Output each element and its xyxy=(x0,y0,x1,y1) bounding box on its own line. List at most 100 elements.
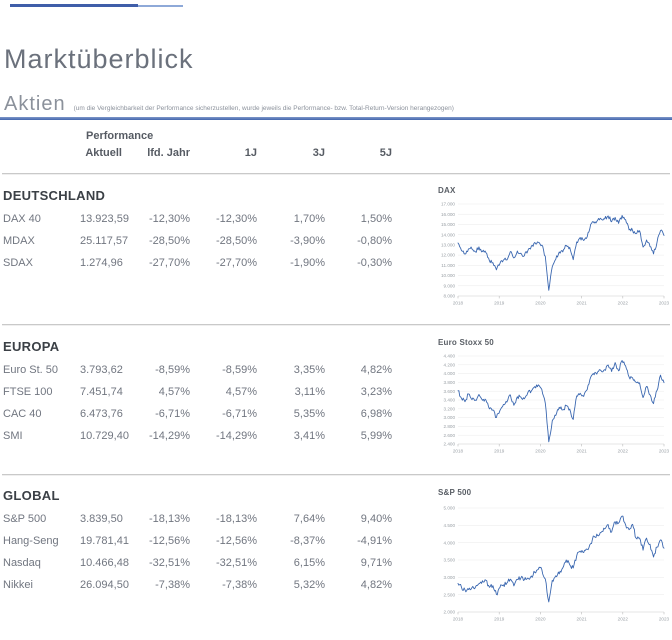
value-cell: 26.094,50 xyxy=(80,579,129,591)
performance-group-header: Performance xyxy=(86,130,154,142)
section-title: EUROPA xyxy=(3,339,60,354)
value-cell: 4,82% xyxy=(360,579,392,591)
x-axis-label: 2023 xyxy=(659,617,670,622)
index-name: SDAX xyxy=(3,257,33,269)
x-axis-label: 2019 xyxy=(494,449,505,454)
value-cell: -0,80% xyxy=(357,235,392,247)
x-axis-label: 2022 xyxy=(618,301,629,306)
value-cell: -14,29% xyxy=(216,430,257,442)
x-axis-label: 2018 xyxy=(453,449,464,454)
table-row: Nasdaq 10.466,48 -32,51% -32,51% 6,15% 9,71% xyxy=(3,552,395,574)
table-section-deutschland: DEUTSCHLAND DAX 40 13.923,59 -12,30% -12,30%… xyxy=(3,188,395,274)
table-row: SDAX 1.274,96 -27,70% -27,70% -1,90% -0,30% xyxy=(3,252,395,274)
table-section-europa: EUROPA Euro St. 50 3.793,62 -8,59% -8,59% 3,3… xyxy=(3,339,395,447)
column-header: Aktuell xyxy=(85,147,122,159)
value-cell: 5,32% xyxy=(293,579,325,591)
value-cell: -6,71% xyxy=(155,408,190,420)
index-name: Nikkei xyxy=(3,579,33,591)
value-cell: -12,30% xyxy=(216,213,257,225)
y-axis-label: 17.000 xyxy=(441,202,455,207)
value-cell: -7,38% xyxy=(222,579,257,591)
table-row: Nikkei 26.094,50 -7,38% -7,38% 5,32% 4,82% xyxy=(3,574,395,596)
value-cell: 3,35% xyxy=(293,364,325,376)
brand-line-light-segment xyxy=(138,5,183,7)
index-name: S&P 500 xyxy=(3,513,47,525)
y-axis-label: 3.200 xyxy=(444,406,456,411)
section-rows: S&P 500 3.839,50 -18,13% -18,13% 7,64% 9,40% H… xyxy=(3,508,395,596)
value-cell: 9,40% xyxy=(360,513,392,525)
x-axis-label: 2020 xyxy=(535,617,546,622)
y-axis-label: 12.000 xyxy=(441,253,455,258)
y-axis-label: 4.500 xyxy=(444,523,456,528)
value-cell: 3.793,62 xyxy=(80,364,123,376)
value-cell: -8,59% xyxy=(155,364,190,376)
line-chart: 17.000 16.000 15.000 14.000 13.000 12.000 11.0… xyxy=(441,202,670,306)
y-axis-label: 3.800 xyxy=(444,380,456,385)
value-cell: 5,99% xyxy=(360,430,392,442)
index-name: SMI xyxy=(3,430,23,442)
column-header: lfd. Jahr xyxy=(147,147,190,159)
chart-title: Euro Stoxx 50 xyxy=(438,338,494,347)
y-axis-label: 15.000 xyxy=(441,222,455,227)
y-axis-label: 10.000 xyxy=(441,273,455,278)
x-axis-label: 2019 xyxy=(494,301,505,306)
index-name: Hang-Seng xyxy=(3,535,59,547)
index-name: Nasdaq xyxy=(3,557,41,569)
aktien-note: (um die Vergleichbarkeit der Performance… xyxy=(73,105,454,112)
value-cell: 10.729,40 xyxy=(80,430,129,442)
x-axis-label: 2019 xyxy=(494,617,505,622)
column-header: 1J xyxy=(244,147,257,159)
value-cell: -7,38% xyxy=(155,579,190,591)
value-cell: -8,59% xyxy=(222,364,257,376)
divider xyxy=(2,173,670,174)
chart-title: DAX xyxy=(438,186,456,195)
value-cell: -18,13% xyxy=(149,513,190,525)
x-axis-label: 2018 xyxy=(453,301,464,306)
column-header-spacer xyxy=(3,147,80,159)
y-axis-label: 4.000 xyxy=(444,371,456,376)
value-cell: -27,70% xyxy=(216,257,257,269)
index-name: FTSE 100 xyxy=(3,386,53,398)
value-cell: -32,51% xyxy=(216,557,257,569)
x-axis-label: 2021 xyxy=(576,301,587,306)
x-axis-label: 2022 xyxy=(618,449,629,454)
table-row: DAX 40 13.923,59 -12,30% -12,30% 1,70% 1,50% xyxy=(3,208,395,230)
y-axis-label: 3.000 xyxy=(444,415,456,420)
aktien-header: Aktien (um die Vergleichbarkeit der Perfo… xyxy=(4,93,664,116)
table-row: S&P 500 3.839,50 -18,13% -18,13% 7,64% 9,40% xyxy=(3,508,395,530)
value-cell: 3.839,50 xyxy=(80,513,123,525)
price-line xyxy=(457,214,665,291)
y-axis-label: 2.400 xyxy=(444,442,456,447)
brand-line xyxy=(10,4,185,8)
value-cell: -3,90% xyxy=(290,235,325,247)
table-row: Euro St. 50 3.793,62 -8,59% -8,59% 3,35% 4,82… xyxy=(3,359,395,381)
value-cell: 6.473,76 xyxy=(80,408,123,420)
value-cell: -12,56% xyxy=(149,535,190,547)
value-cell: -28,50% xyxy=(149,235,190,247)
price-line xyxy=(457,515,665,603)
chart-block-1: Euro Stoxx 50 4.400 4.200 4.000 3.800 3.600 3.… xyxy=(438,338,670,462)
value-cell: -12,56% xyxy=(216,535,257,547)
table-row: MDAX 25.117,57 -28,50% -28,50% -3,90% -0,80% xyxy=(3,230,395,252)
value-cell: -1,90% xyxy=(290,257,325,269)
y-axis-label: 3.400 xyxy=(444,398,456,403)
y-axis-label: 13.000 xyxy=(441,242,455,247)
value-cell: 3,11% xyxy=(294,386,325,398)
price-line xyxy=(457,360,665,443)
value-cell: -8,37% xyxy=(290,535,325,547)
x-axis-label: 2023 xyxy=(659,449,670,454)
value-cell: -28,50% xyxy=(216,235,257,247)
x-axis-label: 2023 xyxy=(659,301,670,306)
chart-title: S&P 500 xyxy=(438,488,472,497)
x-axis-label: 2022 xyxy=(618,617,629,622)
value-cell: -18,13% xyxy=(216,513,257,525)
value-cell: 4,82% xyxy=(360,364,392,376)
value-cell: 1.274,96 xyxy=(80,257,123,269)
line-chart: 4.400 4.200 4.000 3.800 3.600 3.400 3.200 3.000… xyxy=(444,354,670,454)
y-axis-label: 4.400 xyxy=(444,354,456,359)
value-cell: 25.117,57 xyxy=(80,235,129,247)
x-axis-label: 2020 xyxy=(535,301,546,306)
x-axis-label: 2021 xyxy=(576,617,587,622)
divider xyxy=(2,474,670,475)
value-cell: 4,57% xyxy=(158,386,190,398)
